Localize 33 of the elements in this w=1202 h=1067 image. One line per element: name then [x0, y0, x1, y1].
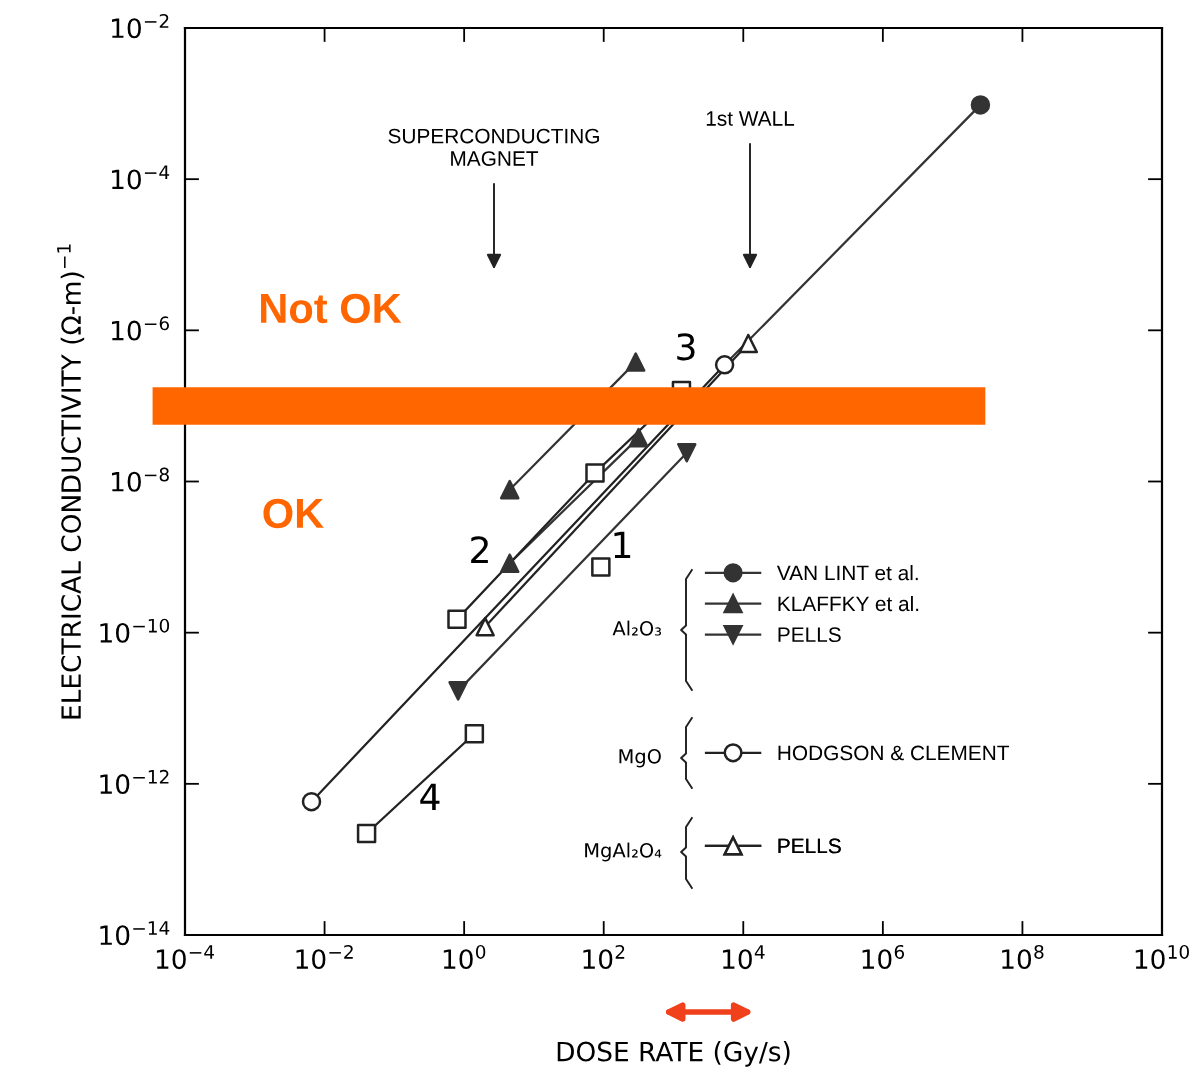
annotation: 3: [677, 333, 695, 361]
legend-label: HODGSON & CLEMENT: [778, 745, 1010, 761]
y-tick-label: 10$^{−2}$: [112, 14, 169, 39]
legend-label: PELLS: [778, 627, 841, 643]
legend-label: VAN LINT et al.: [776, 565, 918, 581]
y-axis-title: ELECTRICAL CONDUCTIVITY (Ω-m)$^{−1}$: [57, 244, 85, 719]
x-tick-label: 10$^{8}$: [1002, 944, 1044, 970]
annotation: Al₂O₃: [612, 620, 662, 636]
x-tick-label: 10$^{−4}$: [156, 945, 215, 970]
y-tick-label: 10$^{−6}$: [112, 316, 169, 341]
annotation: MgAl₂O₄: [585, 842, 662, 862]
y-tick-label: 10$^{−14}$: [100, 921, 170, 946]
annotation: 1st WALL: [706, 111, 795, 126]
annotation: SUPERCONDUCTING MAGNET: [388, 128, 599, 166]
legend-label: KLAFFKY et al.: [778, 595, 919, 612]
annotation: OK: [263, 498, 324, 529]
y-tick-label: 10$^{−4}$: [112, 165, 170, 190]
annotation: 2: [471, 536, 488, 563]
x-tick-label: 10$^{0}$: [443, 944, 486, 970]
y-tick-label: 10$^{−10}$: [100, 618, 170, 643]
x-tick-label: 10$^{2}$: [583, 944, 625, 970]
x-tick-label: 10$^{10}$: [1135, 944, 1189, 970]
annotation: Not OK: [261, 293, 402, 324]
x-axis-title: DOSE RATE (Gy/s): [557, 1041, 790, 1067]
x-tick-label: 10$^{−2}$: [296, 944, 353, 970]
y-tick-label: 10$^{−12}$: [100, 769, 169, 795]
x-tick-label: 10$^{6}$: [862, 944, 905, 970]
annotation: 4: [420, 783, 440, 810]
legend-label: PELLS: [778, 838, 841, 854]
x-tick-label: 10$^{4}$: [722, 945, 765, 970]
annotation: MgO: [619, 748, 661, 768]
annotation: 1: [614, 531, 631, 558]
y-tick-label: 10$^{−8}$: [112, 467, 169, 492]
